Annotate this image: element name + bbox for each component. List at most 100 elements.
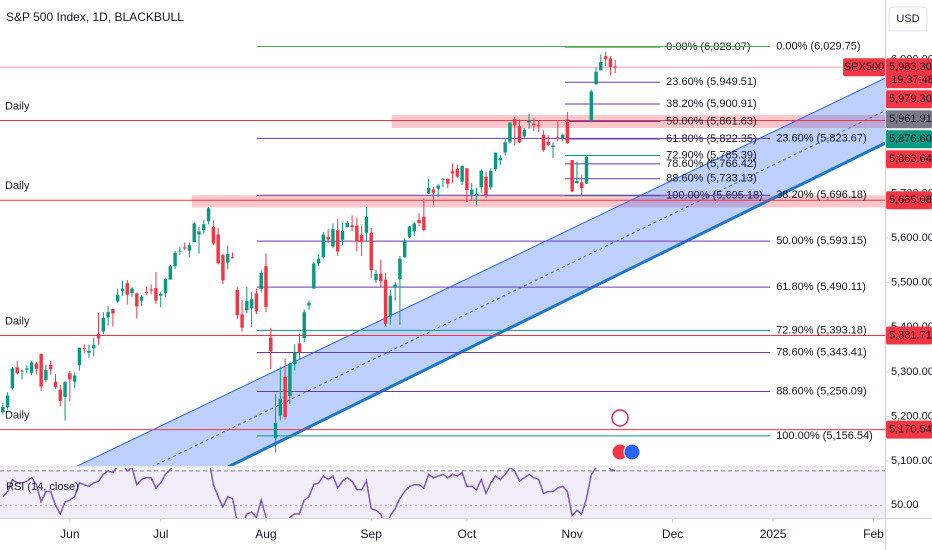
daily-label: Daily (5, 315, 30, 327)
price-tag-label: 5,876.60 (889, 133, 932, 145)
zone (191, 195, 885, 208)
x-tick-label: Jun (60, 527, 79, 541)
candle-body (307, 302, 311, 306)
candle-body (603, 56, 608, 60)
candle-body (479, 170, 483, 188)
event-icon[interactable] (623, 443, 641, 461)
x-tick-label: Oct (458, 527, 477, 541)
currency-box[interactable] (888, 6, 928, 32)
candle-body (292, 352, 297, 365)
candle-body (560, 134, 565, 139)
fib-label: 50.00% (5,861.63) (666, 115, 757, 127)
price-tag (886, 130, 932, 149)
candle-body (359, 235, 364, 243)
candle-body (565, 119, 570, 144)
candle-body (111, 309, 115, 314)
candle-body (25, 368, 29, 370)
price-tag (886, 326, 932, 345)
daily-label: Daily (5, 180, 30, 192)
candle-body (541, 134, 546, 151)
candle-body (599, 61, 603, 71)
fib-label: 0.00% (6,028.07) (666, 41, 750, 53)
candle-body (398, 258, 402, 280)
candle-body (192, 223, 196, 243)
candle-body (522, 130, 527, 137)
candle-body (154, 288, 158, 301)
candle-body (269, 337, 273, 352)
candle-body (316, 258, 321, 264)
candle-body (517, 126, 522, 143)
symbol-tag (843, 58, 885, 77)
candle-body (63, 382, 67, 397)
candle-body (336, 230, 340, 252)
candle-body (249, 299, 254, 309)
candle-body (465, 168, 469, 190)
fib-label: 100.00% (5,156.54) (776, 430, 873, 442)
candle-body (149, 289, 153, 291)
price-tag-label: 5,979.30 (889, 93, 932, 105)
candle-body (532, 123, 536, 126)
x-tick-label: Jul (153, 527, 168, 541)
candle-body (546, 141, 550, 145)
candle-body (570, 160, 574, 192)
rsi-line (2, 468, 616, 518)
candle-body (608, 58, 613, 67)
currency[interactable]: USD (896, 13, 919, 25)
candle-body (96, 334, 101, 339)
candle-body (159, 293, 163, 296)
candle-body (584, 156, 589, 184)
candle-body (197, 231, 201, 235)
candle-body (130, 288, 134, 293)
daily-label: Daily (5, 410, 30, 422)
symbol-label: SPX500 (844, 61, 884, 73)
candle-body (144, 292, 149, 294)
candle-body (178, 250, 182, 252)
candle-body (48, 364, 53, 370)
candle-body (120, 288, 125, 292)
candle-body (29, 362, 34, 373)
rsi-title: RSI (14, close) (6, 481, 79, 493)
candle-body (278, 398, 283, 416)
fib-label: 23.60% (5,949.51) (666, 76, 757, 88)
y-tick-label: 5,200.00 (891, 410, 932, 422)
candle-body (393, 284, 397, 288)
candle-body (68, 373, 72, 380)
candle-body (288, 363, 292, 396)
fib-label: 88.60% (5,256.09) (776, 385, 867, 397)
price-tag (886, 58, 932, 89)
candle-body (1, 407, 5, 413)
candle-body (407, 226, 412, 237)
fib-label: 0.00% (6,029.75) (776, 40, 860, 52)
candle-body (402, 240, 407, 258)
candle-body (39, 354, 43, 387)
candle-body (613, 66, 617, 68)
fib-label: 72.90% (5,785.39) (666, 149, 757, 161)
candle-body (469, 189, 474, 195)
candle-body (388, 295, 393, 317)
channel-lower (227, 141, 885, 466)
candle-body (412, 223, 416, 232)
event-icon[interactable] (611, 409, 629, 427)
candle-body (493, 152, 498, 170)
candle-body (527, 120, 531, 123)
x-tick-label: Sep (361, 527, 383, 541)
candle-body (383, 279, 388, 324)
event-icons (611, 409, 641, 461)
daily-label: Daily (5, 100, 30, 112)
candle-body (374, 273, 378, 281)
candle-body (10, 368, 15, 389)
candle-body (474, 193, 479, 195)
candle-body (245, 301, 249, 311)
candle-body (441, 178, 445, 180)
candle-body (350, 225, 354, 227)
candle-body (345, 222, 350, 227)
candle-body (556, 137, 560, 139)
candle-body (216, 234, 220, 264)
fib-label: 78.60% (5,766.42) (666, 158, 757, 170)
candle-body (87, 350, 91, 353)
candle-body (579, 182, 584, 189)
candle-body (340, 230, 345, 240)
